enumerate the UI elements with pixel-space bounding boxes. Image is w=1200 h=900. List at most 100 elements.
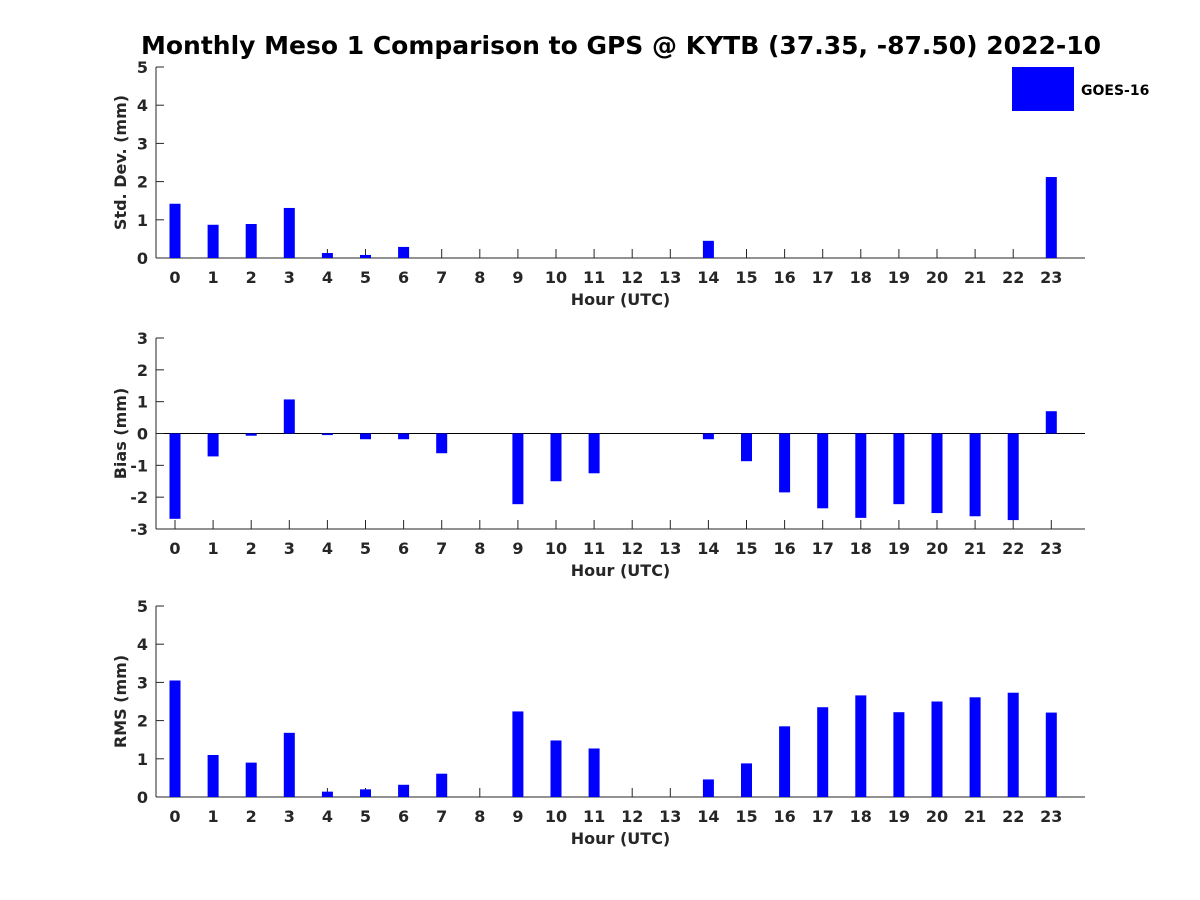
std-dev-bar-hour-5 — [360, 254, 371, 258]
rms-xtick-label: 2 — [246, 807, 257, 826]
rms-bar-hour-11 — [588, 748, 600, 797]
rms-bar-hour-10 — [550, 740, 562, 797]
std-dev-xtick-label: 11 — [583, 268, 605, 287]
bias-bar-hour-7 — [436, 433, 448, 454]
bias-bar-hour-11 — [588, 433, 600, 474]
bias-xtick-label: 8 — [474, 539, 485, 558]
bias-xtick-label: 0 — [169, 539, 180, 558]
rms-ytick-label: 1 — [137, 750, 148, 769]
rms-bar-hour-4 — [321, 791, 333, 797]
rms-bar-hour-3 — [283, 732, 295, 797]
std-dev-xtick-label: 0 — [169, 268, 180, 287]
std-dev-xtick-label: 16 — [773, 268, 795, 287]
std-dev-xtick-label: 14 — [697, 268, 719, 287]
rms-bar-hour-9 — [512, 711, 524, 797]
rms-xtick-label: 22 — [1002, 807, 1024, 826]
bias-xtick-label: 5 — [360, 539, 371, 558]
std-dev-xtick-label: 22 — [1002, 268, 1024, 287]
std-dev-ylabel: Std. Dev. (mm) — [111, 95, 130, 230]
bias-bar-hour-16 — [779, 433, 791, 493]
bias-bar-hour-21 — [969, 433, 981, 517]
bias-xtick-label: 11 — [583, 539, 605, 558]
std-dev-xtick-label: 6 — [398, 268, 409, 287]
rms-xtick-label: 21 — [964, 807, 986, 826]
std-dev-bar-hour-23 — [1045, 177, 1057, 258]
std-dev-xtick-label: 8 — [474, 268, 485, 287]
bias-bar-hour-4 — [321, 433, 333, 436]
rms-bar-hour-1 — [207, 754, 219, 797]
bias-ytick-label: -1 — [130, 456, 148, 475]
std-dev-ytick-label: 2 — [137, 173, 148, 192]
bias-bar-hour-1 — [207, 433, 219, 457]
bias-xtick-label: 9 — [512, 539, 523, 558]
bias-bar-hour-10 — [550, 433, 562, 482]
bias-bar-hour-22 — [1007, 433, 1019, 521]
bias-xtick-label: 13 — [659, 539, 681, 558]
rms-xtick-label: 20 — [926, 807, 948, 826]
bias-bar-hour-23 — [1045, 411, 1057, 434]
rms-bar-hour-19 — [893, 712, 905, 797]
bias-xtick-label: 16 — [773, 539, 795, 558]
rms-bar-hour-22 — [1007, 692, 1019, 797]
std-dev-xtick-label: 5 — [360, 268, 371, 287]
rms-xtick-label: 11 — [583, 807, 605, 826]
std-dev-ytick-label: 3 — [137, 134, 148, 153]
rms-ytick-label: 4 — [137, 635, 148, 654]
std-dev-xtick-label: 20 — [926, 268, 948, 287]
bias-xtick-label: 10 — [545, 539, 567, 558]
bias-bar-hour-3 — [283, 399, 295, 434]
std-dev-xlabel: Hour (UTC) — [571, 290, 671, 309]
rms-xtick-label: 1 — [208, 807, 219, 826]
rms-xtick-label: 12 — [621, 807, 643, 826]
bias-xtick-label: 3 — [284, 539, 295, 558]
rms-ytick-label: 2 — [137, 712, 148, 731]
bias-bar-hour-19 — [893, 433, 905, 505]
bias-ytick-label: 2 — [137, 361, 148, 380]
rms-xtick-label: 3 — [284, 807, 295, 826]
rms-bar-hour-7 — [436, 773, 448, 797]
bias-xlabel: Hour (UTC) — [571, 561, 671, 580]
rms-bar-hour-17 — [817, 707, 829, 797]
bias-xtick-label: 14 — [697, 539, 719, 558]
bias-xtick-label: 19 — [888, 539, 910, 558]
bias-bar-hour-18 — [855, 433, 867, 518]
std-dev-bar-hour-3 — [283, 207, 295, 258]
rms-xtick-label: 23 — [1040, 807, 1062, 826]
std-dev-xtick-label: 1 — [208, 268, 219, 287]
std-dev-bar-hour-4 — [321, 253, 333, 258]
rms-bar-hour-16 — [779, 726, 791, 797]
rms-xtick-label: 9 — [512, 807, 523, 826]
std-dev-xtick-label: 19 — [888, 268, 910, 287]
bias-xtick-label: 20 — [926, 539, 948, 558]
legend-label: GOES-16 — [1081, 83, 1149, 99]
std-dev-xtick-label: 15 — [735, 268, 757, 287]
std-dev-xtick-label: 9 — [512, 268, 523, 287]
bias-xtick-label: 4 — [322, 539, 333, 558]
bias-bar-hour-20 — [931, 433, 943, 514]
std-dev-xtick-label: 7 — [436, 268, 447, 287]
bias-bar-hour-15 — [741, 433, 752, 462]
rms-bar-hour-21 — [969, 697, 981, 797]
bias-ylabel: Bias (mm) — [111, 388, 130, 480]
std-dev-bar-hour-6 — [398, 246, 410, 258]
std-dev-bar-hour-0 — [169, 203, 181, 258]
rms-xtick-label: 10 — [545, 807, 567, 826]
rms-xtick-label: 13 — [659, 807, 681, 826]
bias-xtick-label: 23 — [1040, 539, 1062, 558]
std-dev-xtick-label: 18 — [850, 268, 872, 287]
rms-bar-hour-5 — [360, 789, 371, 797]
bias-xtick-label: 22 — [1002, 539, 1024, 558]
rms-xtick-label: 4 — [322, 807, 333, 826]
bias-bar-hour-0 — [169, 433, 181, 519]
std-dev-bar-hour-2 — [245, 224, 257, 258]
rms-xtick-label: 18 — [850, 807, 872, 826]
chart-title: Monthly Meso 1 Comparison to GPS @ KYTB … — [141, 31, 1101, 60]
rms-xtick-label: 7 — [436, 807, 447, 826]
rms-xtick-label: 5 — [360, 807, 371, 826]
rms-xtick-label: 16 — [773, 807, 795, 826]
std-dev-ytick-label: 0 — [137, 249, 148, 268]
